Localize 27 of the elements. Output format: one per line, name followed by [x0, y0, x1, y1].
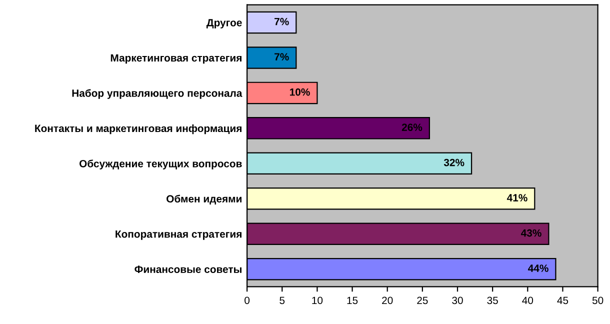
- x-tick-label: 25: [417, 296, 428, 304]
- data-label: 26%: [402, 124, 422, 131]
- x-tick-label: 20: [382, 296, 393, 304]
- x-tick-label: 0: [244, 296, 250, 304]
- x-tick-label: 10: [312, 296, 323, 304]
- x-tick-label: 30: [452, 296, 463, 304]
- data-label: 10%: [290, 88, 310, 96]
- y-tick-label: Обмен идеями: [166, 194, 242, 205]
- data-label: 43%: [520, 229, 542, 237]
- data-label: 41%: [506, 194, 528, 202]
- data-label: 44%: [528, 264, 548, 272]
- x-tick-label: 15: [347, 296, 358, 304]
- x-tick-label: 5: [280, 296, 285, 304]
- data-label: 7%: [274, 53, 289, 60]
- y-tick-label: Копоративная стратегия: [116, 230, 242, 240]
- y-tick-label: Обсуждение текущих вопросов: [80, 160, 242, 170]
- y-tick-label: Набор управляющего персонала: [72, 89, 242, 99]
- x-tick-label: 45: [557, 296, 568, 304]
- y-tick-label: Маркетинговая стратегия: [110, 54, 242, 64]
- x-tick-label: 50: [592, 296, 604, 304]
- x-tick-label: 40: [522, 296, 534, 304]
- data-label: 7%: [274, 18, 289, 26]
- y-tick-label: Контакты и маркетинговая информация: [35, 124, 242, 134]
- y-tick-label: Финансовые советы: [134, 266, 242, 273]
- data-label: 32%: [444, 158, 464, 166]
- y-tick-label: Другое: [206, 19, 242, 28]
- x-tick-label: 35: [487, 296, 498, 304]
